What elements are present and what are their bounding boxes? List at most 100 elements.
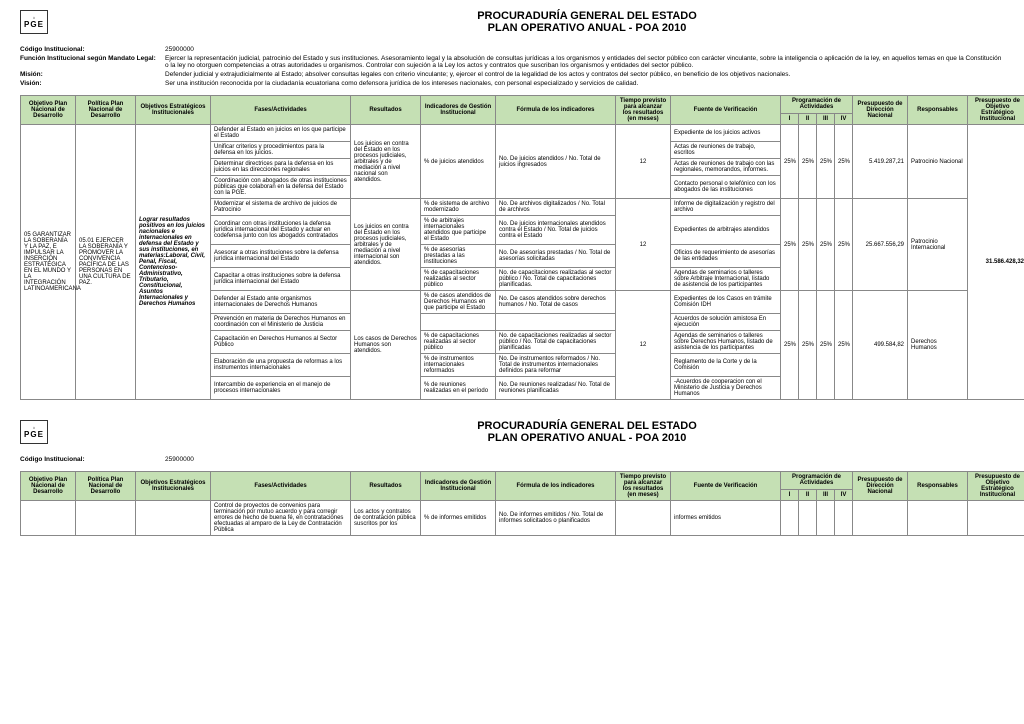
header-2: ⌂ PGE PROCURADURÍA GENERAL DEL ESTADO PL… <box>20 420 1004 452</box>
header: ⌂ PGE PROCURADURÍA GENERAL DEL ESTADO PL… <box>20 10 1004 42</box>
cell-fuente: Expedientes de arbitrajes atendidos <box>671 216 781 245</box>
cell-ind: % de informes emitidos <box>421 501 496 536</box>
cell-q3: 25% <box>817 125 835 199</box>
th-programacion: Programación de Actividades <box>781 472 853 490</box>
th-q3: III <box>817 113 835 124</box>
th-q1: I <box>781 113 799 124</box>
org-title-2: PROCURADURÍA GENERAL DEL ESTADO <box>170 420 1004 432</box>
cell-indicador: % de reuniones realizadas en el período <box>421 377 496 400</box>
th-tiempo: Tiempo previsto para alcanzar los result… <box>616 472 671 501</box>
cell-resp: Patrocinio Internacional <box>908 199 968 291</box>
th-formula: Fórmula de los indicadores <box>496 96 616 125</box>
cell-politica: 05.01 EJERCER LA SOBERANÍA Y PROMOVER LA… <box>76 125 136 400</box>
cell-q2: 25% <box>799 125 817 199</box>
table-body-2: Control de proyectos de convenios para t… <box>21 501 1024 536</box>
cell-q4: 25% <box>835 199 853 291</box>
cell-form: No. De informes emitidos / No. Total de … <box>496 501 616 536</box>
cell-formula: No. De asesorías prestadas / No. Total d… <box>496 245 616 268</box>
cell-fuente: Expediente de los juicios activos <box>671 125 781 142</box>
cell-fuente: -Acuerdos de cooperacion con el Minister… <box>671 377 781 400</box>
cell-fase: Capacitar a otras instituciones sobre la… <box>211 268 351 291</box>
table-row: Control de proyectos de convenios para t… <box>21 501 1024 536</box>
cell-fase: Control de proyectos de convenios para t… <box>211 501 351 536</box>
table-body: 05 GARANTIZAR LA SOBERANÍA Y LA PAZ, E I… <box>21 125 1024 400</box>
logo-area: ⌂ PGE <box>20 10 170 34</box>
mision-label: Misión: <box>20 71 165 78</box>
th-q3: III <box>817 489 835 500</box>
cell-pres: 5.419.287,21 <box>853 125 908 199</box>
th-obj-estr: Objetivos Estratégicos Institucionales <box>136 96 211 125</box>
codigo-label: Código Institucional: <box>20 46 165 53</box>
cell-q1: 25% <box>781 291 799 400</box>
cell-fase: Defender al Estado ante organismos inter… <box>211 291 351 314</box>
logo-area-2: ⌂ PGE <box>20 420 170 444</box>
cell-formula: No. De casos atendidos sobre derechos hu… <box>496 291 616 314</box>
vision-label: Visión: <box>20 80 165 87</box>
th-politica: Política Plan Nacional de Desarrollo <box>76 472 136 501</box>
cell <box>799 501 817 536</box>
cell-pres: 499.584,82 <box>853 291 908 400</box>
org-title: PROCURADURÍA GENERAL DEL ESTADO <box>170 10 1004 22</box>
cell-fuente: Actas de reuniones de trabajo, escritos <box>671 142 781 159</box>
cell-fase: Modernizar el sistema de archivo de juic… <box>211 199 351 216</box>
cell-indicador: % de juicios atendidos <box>421 125 496 199</box>
cell-formula <box>496 314 616 331</box>
plan-title-2: PLAN OPERATIVO ANUAL - POA 2010 <box>170 432 1004 444</box>
cell-fuente: Contacto personal o telefónico con los a… <box>671 176 781 199</box>
cell-fuente: Oficios de requerimiento de asesorías de… <box>671 245 781 268</box>
th-presupuesto: Presupuesto de Dirección Nacional <box>853 472 908 501</box>
codigo-value: 25900000 <box>165 46 1004 53</box>
cell-formula: No. de capacitaciones realizadas al sect… <box>496 331 616 354</box>
th-tiempo: Tiempo previsto para alcanzar los result… <box>616 96 671 125</box>
table-row: 05 GARANTIZAR LA SOBERANÍA Y LA PAZ, E I… <box>21 125 1024 142</box>
cell <box>835 501 853 536</box>
mision-value: Defender judicial y extrajudicialmente a… <box>165 71 1004 78</box>
meta-block-2: Código Institucional: 25900000 <box>20 456 1004 463</box>
th-obj-plan: Objetivo Plan Nacional de Desarrollo <box>21 472 76 501</box>
th-resultados: Resultados <box>351 472 421 501</box>
cell <box>76 501 136 536</box>
cell-resp: Derechos Humanos <box>908 291 968 400</box>
cell-q3: 25% <box>817 199 835 291</box>
page-1: ⌂ PGE PROCURADURÍA GENERAL DEL ESTADO PL… <box>0 0 1024 410</box>
cell-fase: Defender al Estado en juicios en los que… <box>211 125 351 142</box>
title-block: PROCURADURÍA GENERAL DEL ESTADO PLAN OPE… <box>170 10 1004 34</box>
cell-obj-plan: 05 GARANTIZAR LA SOBERANÍA Y LA PAZ, E I… <box>21 125 76 400</box>
cell-fuente: Agendas de seminarios o talleres sobre A… <box>671 268 781 291</box>
cell-q1: 25% <box>781 125 799 199</box>
title-block-2: PROCURADURÍA GENERAL DEL ESTADO PLAN OPE… <box>170 420 1004 444</box>
th-fases: Fases/Actividades <box>211 472 351 501</box>
main-table-2: Objetivo Plan Nacional de Desarrollo Pol… <box>20 471 1024 536</box>
cell-formula: No. de capacitaciones realizadas al sect… <box>496 268 616 291</box>
th-obj-plan: Objetivo Plan Nacional de Desarrollo <box>21 96 76 125</box>
cell-tiempo: 12 <box>616 125 671 199</box>
cell-indicador: % de arbitrajes internacionales atendido… <box>421 216 496 245</box>
cell-fase: Asesorar a otras instituciones sobre la … <box>211 245 351 268</box>
cell-fase: Unificar criterios y procedimientos para… <box>211 142 351 159</box>
cell-fase: Elaboración de una propuesta de reformas… <box>211 354 351 377</box>
cell-fase: Coordinación con abogados de otras insti… <box>211 176 351 199</box>
th-q2: II <box>799 113 817 124</box>
th-fases: Fases/Actividades <box>211 96 351 125</box>
cell-fase: Intercambio de experiencia en el manejo … <box>211 377 351 400</box>
logo-icon: ⌂ PGE <box>20 10 48 34</box>
logo-icon: ⌂ PGE <box>20 420 48 444</box>
cell-indicador: % de capacitaciones realizadas al sector… <box>421 331 496 354</box>
table-head-2: Objetivo Plan Nacional de Desarrollo Pol… <box>21 472 1024 501</box>
plan-title: PLAN OPERATIVO ANUAL - POA 2010 <box>170 22 1004 34</box>
th-pres-estr: Presupuesto de Objetivo Estratégico Inst… <box>968 472 1024 501</box>
cell-formula: No. De juicios internacionales atendidos… <box>496 216 616 245</box>
meta-block: Código Institucional: 25900000 Función I… <box>20 46 1004 87</box>
cell-formula: No. De archivos digitalizados / No. Tota… <box>496 199 616 216</box>
cell <box>616 501 671 536</box>
cell-obj-estr: Lograr resultados positivos en los juici… <box>136 125 211 400</box>
th-q2: II <box>799 489 817 500</box>
cell-q2: 25% <box>799 199 817 291</box>
cell-formula: No. De instrumentos reformados / No. Tot… <box>496 354 616 377</box>
cell-fase: Determinar directrices para la defensa e… <box>211 159 351 176</box>
cell-indicador: % de sistema de archivo modernizado <box>421 199 496 216</box>
th-presupuesto: Presupuesto de Dirección Nacional <box>853 96 908 125</box>
cell-fuente: Actas de reuniones de trabajo con las re… <box>671 159 781 176</box>
cell-formula: No. De reuniones realizadas/ No. Total d… <box>496 377 616 400</box>
th-politica: Política Plan Nacional de Desarrollo <box>76 96 136 125</box>
